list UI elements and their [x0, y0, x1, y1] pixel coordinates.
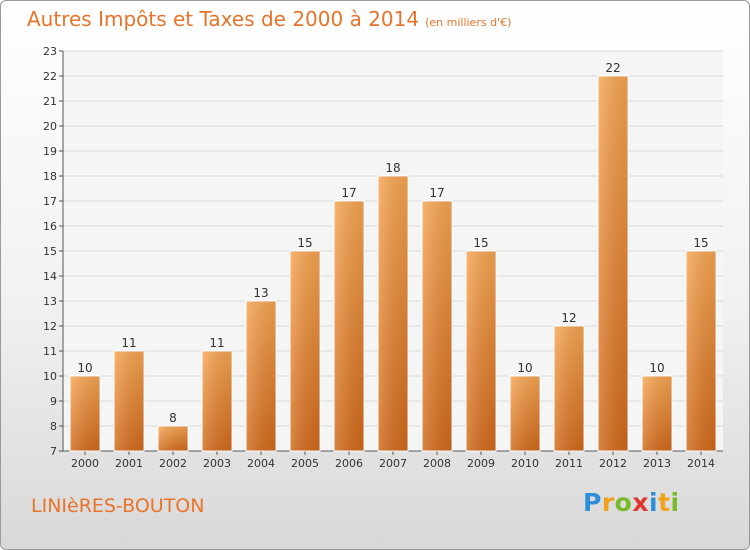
- bar-shade: [158, 426, 188, 451]
- x-tick-label: 2008: [423, 457, 451, 470]
- x-tick-label: 2007: [379, 457, 407, 470]
- bar-shade: [422, 201, 452, 451]
- commune-name: LINIèRES-BOUTON: [31, 495, 205, 517]
- y-tick-label: 8: [50, 420, 57, 433]
- x-tick-label: 2010: [511, 457, 539, 470]
- logo-letter: x: [632, 488, 649, 517]
- x-tick-label: 2012: [599, 457, 627, 470]
- y-tick-label: 21: [43, 95, 57, 108]
- x-tick-label: 2000: [71, 457, 99, 470]
- y-tick-label: 10: [43, 370, 57, 383]
- bar-shade: [510, 376, 540, 451]
- logo-letter: o: [614, 488, 633, 517]
- bar-shade: [686, 251, 716, 451]
- chart-title-text: Autres Impôts et Taxes de 2000 à 2014: [27, 7, 420, 31]
- value-label: 10: [517, 361, 532, 375]
- bar-shade: [290, 251, 320, 451]
- y-tick-label: 14: [43, 270, 57, 283]
- x-tick-label: 2011: [555, 457, 583, 470]
- value-label: 17: [429, 186, 444, 200]
- y-tick-label: 20: [43, 120, 57, 133]
- logo-letter: t: [658, 488, 671, 517]
- y-tick-label: 7: [50, 445, 57, 458]
- y-tick-label: 13: [43, 295, 57, 308]
- logo-letter: i: [649, 488, 659, 517]
- value-label: 13: [253, 286, 268, 300]
- value-label: 10: [649, 361, 664, 375]
- y-tick-label: 17: [43, 195, 57, 208]
- bar-shade: [70, 376, 100, 451]
- value-label: 11: [209, 336, 224, 350]
- y-tick-label: 19: [43, 145, 57, 158]
- y-tick-label: 18: [43, 170, 57, 183]
- bar-shade: [642, 376, 672, 451]
- value-label: 8: [169, 411, 177, 425]
- x-tick-label: 2004: [247, 457, 275, 470]
- x-tick-label: 2006: [335, 457, 363, 470]
- x-tick-label: 2014: [687, 457, 715, 470]
- value-label: 12: [561, 311, 576, 325]
- x-tick-label: 2001: [115, 457, 143, 470]
- bar-shade: [598, 76, 628, 451]
- logo-letter: i: [670, 488, 680, 517]
- chart-subtitle: (en milliers d'€): [425, 16, 512, 29]
- y-tick-label: 9: [50, 395, 57, 408]
- value-label: 10: [77, 361, 92, 375]
- bar-shade: [114, 351, 144, 451]
- y-tick-label: 22: [43, 70, 57, 83]
- bar-shade: [554, 326, 584, 451]
- y-tick-label: 15: [43, 245, 57, 258]
- bar-shade: [378, 176, 408, 451]
- y-tick-label: 11: [43, 345, 57, 358]
- bars: [69, 75, 717, 452]
- bar-shade: [334, 201, 364, 451]
- proxiti-logo: Proxiti: [583, 488, 680, 517]
- bar-shade: [466, 251, 496, 451]
- value-label: 22: [605, 61, 620, 75]
- value-label: 15: [693, 236, 708, 250]
- x-tick-label: 2002: [159, 457, 187, 470]
- chart-title: Autres Impôts et Taxes de 2000 à 2014 (en…: [27, 7, 511, 31]
- bar-shade: [246, 301, 276, 451]
- logo-letter: r: [601, 488, 615, 517]
- y-tick-label: 12: [43, 320, 57, 333]
- logo-letter: P: [583, 488, 602, 517]
- y-tick-label: 16: [43, 220, 57, 233]
- bar-shade: [202, 351, 232, 451]
- value-label: 18: [385, 161, 400, 175]
- value-label: 15: [297, 236, 312, 250]
- value-label: 17: [341, 186, 356, 200]
- value-label: 11: [121, 336, 136, 350]
- x-tick-label: 2003: [203, 457, 231, 470]
- y-tick-label: 23: [43, 45, 57, 58]
- value-label: 15: [473, 236, 488, 250]
- x-tick-label: 2005: [291, 457, 319, 470]
- x-tick-label: 2009: [467, 457, 495, 470]
- labels: 7 8 9 10 11 12 13 14 15 16 17 18 19 20 21 22 23 10 2000 11 2…: [43, 45, 715, 470]
- x-tick-label: 2013: [643, 457, 671, 470]
